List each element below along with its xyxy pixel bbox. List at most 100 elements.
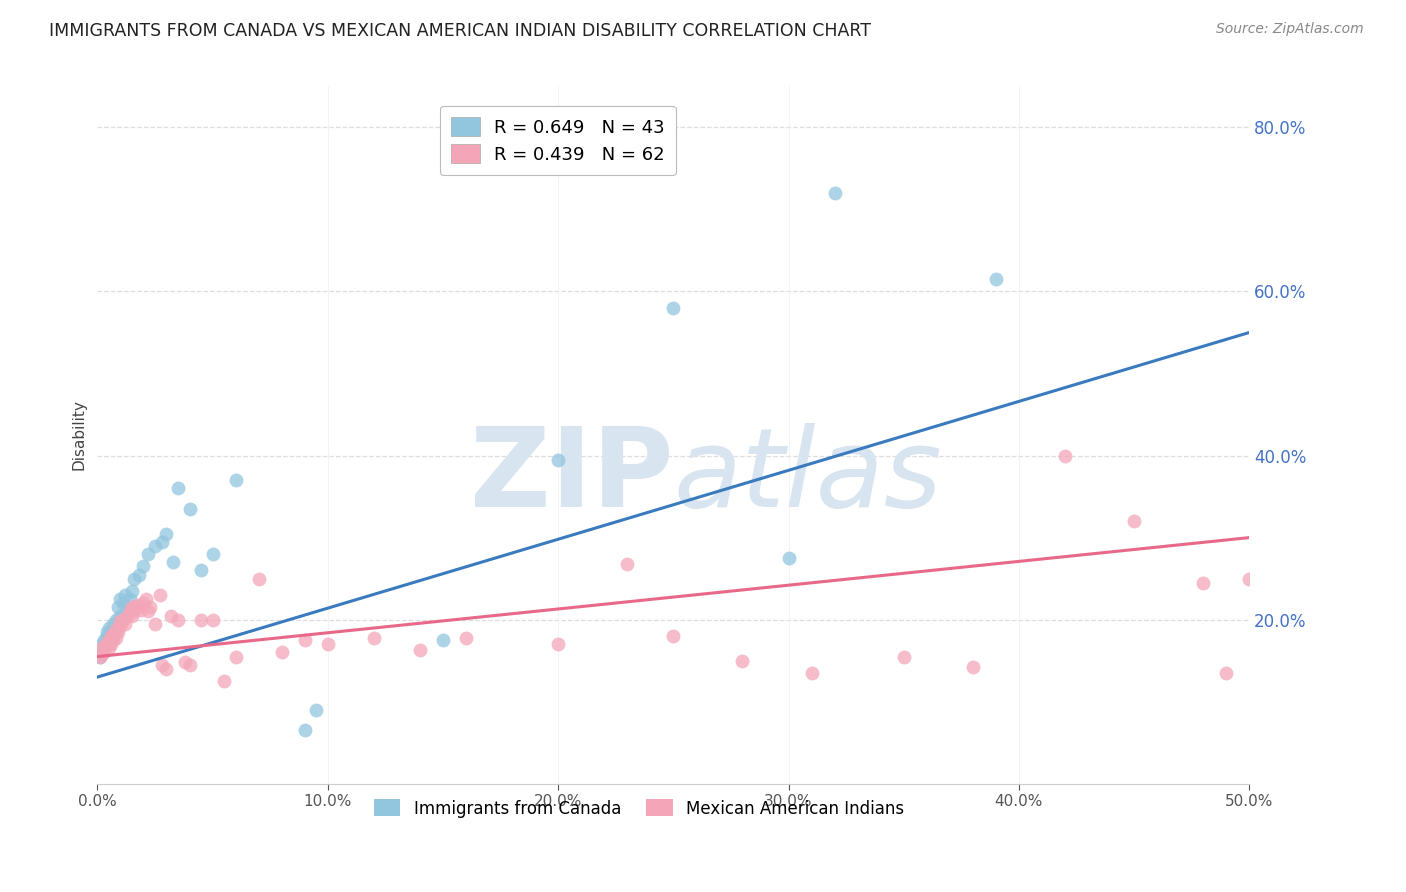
Point — [1053, 449, 1076, 463]
Point — [731, 654, 754, 668]
Point — [117, 608, 139, 623]
Point — [97, 633, 120, 648]
Point — [160, 608, 183, 623]
Y-axis label: Disability: Disability — [72, 400, 86, 470]
Point — [96, 624, 118, 639]
Point — [128, 567, 150, 582]
Point — [107, 624, 129, 639]
Point — [100, 637, 122, 651]
Point — [167, 482, 190, 496]
Point — [118, 592, 141, 607]
Point — [212, 674, 235, 689]
Point — [100, 624, 122, 639]
Point — [662, 301, 685, 315]
Point — [824, 186, 846, 200]
Point — [104, 631, 127, 645]
Point — [104, 613, 127, 627]
Point — [103, 616, 125, 631]
Point — [294, 633, 316, 648]
Point — [111, 613, 134, 627]
Point — [128, 600, 150, 615]
Point — [104, 623, 127, 637]
Point — [110, 619, 132, 633]
Point — [132, 559, 155, 574]
Point — [1192, 575, 1215, 590]
Point — [270, 645, 292, 659]
Point — [143, 616, 166, 631]
Point — [174, 655, 197, 669]
Point — [984, 272, 1007, 286]
Point — [89, 649, 111, 664]
Text: atlas: atlas — [673, 424, 942, 531]
Point — [103, 627, 125, 641]
Point — [1239, 572, 1261, 586]
Point — [1215, 665, 1237, 680]
Point — [100, 633, 122, 648]
Point — [800, 665, 823, 680]
Point — [225, 649, 247, 664]
Point — [121, 608, 143, 623]
Text: IMMIGRANTS FROM CANADA VS MEXICAN AMERICAN INDIAN DISABILITY CORRELATION CHART: IMMIGRANTS FROM CANADA VS MEXICAN AMERIC… — [49, 22, 872, 40]
Point — [201, 547, 224, 561]
Point — [132, 596, 155, 610]
Point — [129, 603, 152, 617]
Point — [118, 604, 141, 618]
Point — [107, 600, 129, 615]
Point — [190, 613, 212, 627]
Point — [893, 649, 915, 664]
Point — [155, 662, 177, 676]
Point — [97, 637, 120, 651]
Point — [104, 624, 127, 639]
Point — [143, 539, 166, 553]
Point — [962, 660, 984, 674]
Point — [247, 572, 270, 586]
Point — [547, 452, 569, 467]
Point — [91, 647, 114, 661]
Point — [167, 613, 190, 627]
Point — [432, 633, 454, 648]
Point — [93, 639, 115, 653]
Point — [1123, 514, 1146, 528]
Point — [121, 600, 143, 615]
Point — [97, 641, 120, 656]
Point — [155, 526, 177, 541]
Point — [91, 641, 114, 656]
Point — [150, 534, 173, 549]
Point — [125, 598, 148, 612]
Text: ZIP: ZIP — [470, 424, 673, 531]
Point — [294, 723, 316, 738]
Point — [91, 637, 114, 651]
Point — [225, 473, 247, 487]
Point — [179, 502, 201, 516]
Point — [190, 563, 212, 577]
Point — [91, 645, 114, 659]
Point — [110, 615, 132, 629]
Point — [778, 551, 800, 566]
Legend: Immigrants from Canada, Mexican American Indians: Immigrants from Canada, Mexican American… — [367, 793, 911, 824]
Point — [148, 588, 170, 602]
Point — [110, 592, 132, 607]
Point — [96, 635, 118, 649]
Point — [616, 557, 638, 571]
Point — [100, 629, 122, 643]
Point — [139, 600, 162, 615]
Point — [122, 604, 145, 618]
Point — [121, 583, 143, 598]
Point — [305, 703, 328, 717]
Point — [96, 629, 118, 643]
Point — [93, 633, 115, 648]
Point — [93, 645, 115, 659]
Point — [409, 643, 432, 657]
Point — [363, 631, 385, 645]
Point — [114, 616, 136, 631]
Point — [201, 613, 224, 627]
Point — [122, 572, 145, 586]
Point — [89, 649, 111, 664]
Point — [117, 604, 139, 618]
Point — [662, 629, 685, 643]
Point — [316, 637, 339, 651]
Point — [179, 657, 201, 672]
Point — [454, 631, 477, 645]
Point — [114, 588, 136, 602]
Text: Source: ZipAtlas.com: Source: ZipAtlas.com — [1216, 22, 1364, 37]
